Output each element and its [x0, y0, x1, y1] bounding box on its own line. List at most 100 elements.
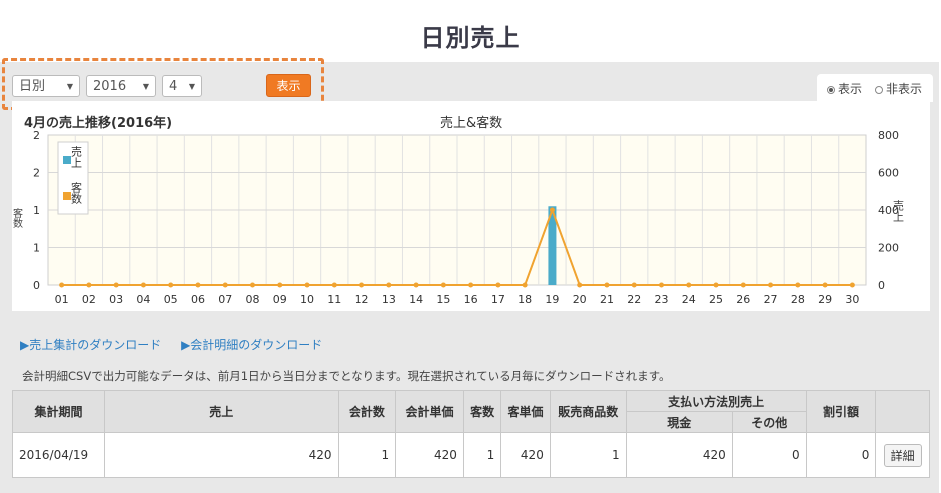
- left-tick-label: 2: [33, 129, 40, 142]
- left-tick-label: 1: [33, 204, 40, 217]
- cell-customers: 1: [462, 432, 502, 478]
- x-tick-label: 07: [218, 293, 232, 306]
- radio-selected-icon: [827, 86, 835, 94]
- table-row: 2016/04/19 420 1 420 1 420 1 420 0 0 詳細: [12, 432, 930, 478]
- point-customers: [740, 282, 746, 288]
- point-customers: [468, 282, 474, 288]
- year-select[interactable]: 2016 ▼: [86, 75, 156, 97]
- x-tick-label: 25: [709, 293, 723, 306]
- x-tick-label: 05: [164, 293, 178, 306]
- chart-toggle-tab: 表示 非表示: [817, 74, 933, 102]
- download-summary-link[interactable]: ▶売上集計のダウンロード: [20, 338, 162, 352]
- page-title: 日別売上: [420, 24, 521, 52]
- right-tick-label: 600: [878, 167, 899, 180]
- x-tick-label: 04: [136, 293, 150, 306]
- point-customers: [86, 282, 92, 288]
- point-customers: [277, 282, 283, 288]
- period-select-value: 日別: [19, 79, 46, 94]
- legend-box: [57, 141, 89, 215]
- left-axis-label: 客数: [11, 207, 23, 229]
- point-customers: [686, 282, 692, 288]
- header-customer-price: 客単価: [500, 390, 551, 433]
- point-customers: [413, 282, 419, 288]
- cell-sales: 420: [104, 432, 339, 478]
- summary-table: 集計期間 売上 会計数 会計単価 客数 客単価 販売商品数 支払い方法別売上 割…: [12, 390, 930, 478]
- right-tick-label: 800: [878, 129, 899, 142]
- bar-sales: [548, 206, 557, 285]
- point-customers: [113, 282, 119, 288]
- period-select[interactable]: 日別 ▼: [12, 75, 80, 97]
- show-button[interactable]: 表示: [266, 74, 311, 97]
- x-tick-label: 28: [791, 293, 805, 306]
- chevron-down-icon: ▼: [188, 82, 195, 91]
- toggle-show-label: 表示: [838, 82, 863, 96]
- x-tick-label: 18: [518, 293, 532, 306]
- point-customers: [768, 282, 774, 288]
- point-customers: [359, 282, 365, 288]
- header-actions: [875, 390, 930, 433]
- cell-actions: 詳細: [875, 432, 930, 478]
- download-detail-link[interactable]: ▶会計明細のダウンロード: [181, 338, 323, 352]
- point-customers: [604, 282, 610, 288]
- x-tick-label: 27: [764, 293, 778, 306]
- x-tick-label: 06: [191, 293, 205, 306]
- chevron-down-icon: ▼: [66, 82, 73, 91]
- legend-label-sales: 売上: [70, 146, 83, 168]
- header-cash: 現金: [625, 411, 733, 433]
- legend-swatch-customers: [63, 192, 71, 200]
- point-customers: [195, 282, 201, 288]
- legend-label-customers: 客数: [70, 181, 83, 205]
- left-tick-label: 0: [33, 279, 40, 292]
- chart-title: 4月の売上推移(2016年): [24, 116, 173, 131]
- point-customers: [440, 282, 446, 288]
- x-tick-label: 19: [545, 293, 559, 306]
- left-tick-label: 2: [33, 167, 40, 180]
- header-sales: 売上: [104, 390, 339, 433]
- x-tick-label: 20: [573, 293, 587, 306]
- header-unit-price: 会計単価: [395, 390, 464, 433]
- cell-discount: 0: [805, 432, 877, 478]
- point-customers: [59, 282, 65, 288]
- cell-items: 1: [549, 432, 627, 478]
- header-other: その他: [731, 411, 807, 433]
- toggle-hide-option[interactable]: 非表示: [875, 80, 922, 97]
- cell-count: 1: [337, 432, 397, 478]
- month-select[interactable]: 4 ▼: [162, 75, 202, 97]
- x-tick-label: 29: [818, 293, 832, 306]
- point-customers: [822, 282, 828, 288]
- radio-icon: [875, 86, 883, 94]
- detail-button[interactable]: 詳細: [883, 443, 922, 467]
- point-customers: [577, 282, 583, 288]
- point-customers: [659, 282, 664, 288]
- month-select-value: 4: [169, 79, 178, 94]
- point-customers: [713, 282, 719, 288]
- x-tick-label: 23: [655, 293, 669, 306]
- x-tick-label: 24: [682, 293, 696, 306]
- right-tick-label: 400: [878, 204, 899, 217]
- point-customers: [386, 282, 392, 288]
- point-customers: [522, 282, 528, 288]
- year-select-value: 2016: [93, 79, 127, 94]
- right-tick-label: 200: [878, 242, 899, 255]
- toggle-hide-label: 非表示: [886, 82, 923, 96]
- chart-center-title: 売上&客数: [440, 116, 503, 131]
- x-tick-label: 03: [109, 293, 123, 306]
- x-tick-label: 02: [82, 293, 96, 306]
- x-tick-label: 30: [845, 293, 859, 306]
- download-note: 会計明細CSVで出力可能なデータは、前月1日から当日分までとなります。現在選択さ…: [22, 369, 671, 383]
- point-customers: [222, 282, 228, 288]
- cell-cash: 420: [625, 432, 733, 478]
- x-tick-label: 08: [246, 293, 260, 306]
- header-items: 販売商品数: [549, 390, 627, 433]
- x-tick-label: 01: [55, 293, 69, 306]
- x-tick-label: 15: [436, 293, 450, 306]
- header-discount: 割引額: [805, 390, 877, 433]
- x-tick-label: 16: [464, 293, 478, 306]
- header-period: 集計期間: [12, 390, 105, 433]
- header-count: 会計数: [337, 390, 397, 433]
- point-customers: [631, 282, 637, 288]
- x-tick-label: 22: [627, 293, 641, 306]
- toggle-show-option[interactable]: 表示: [827, 80, 862, 97]
- cell-unit-price: 420: [395, 432, 464, 478]
